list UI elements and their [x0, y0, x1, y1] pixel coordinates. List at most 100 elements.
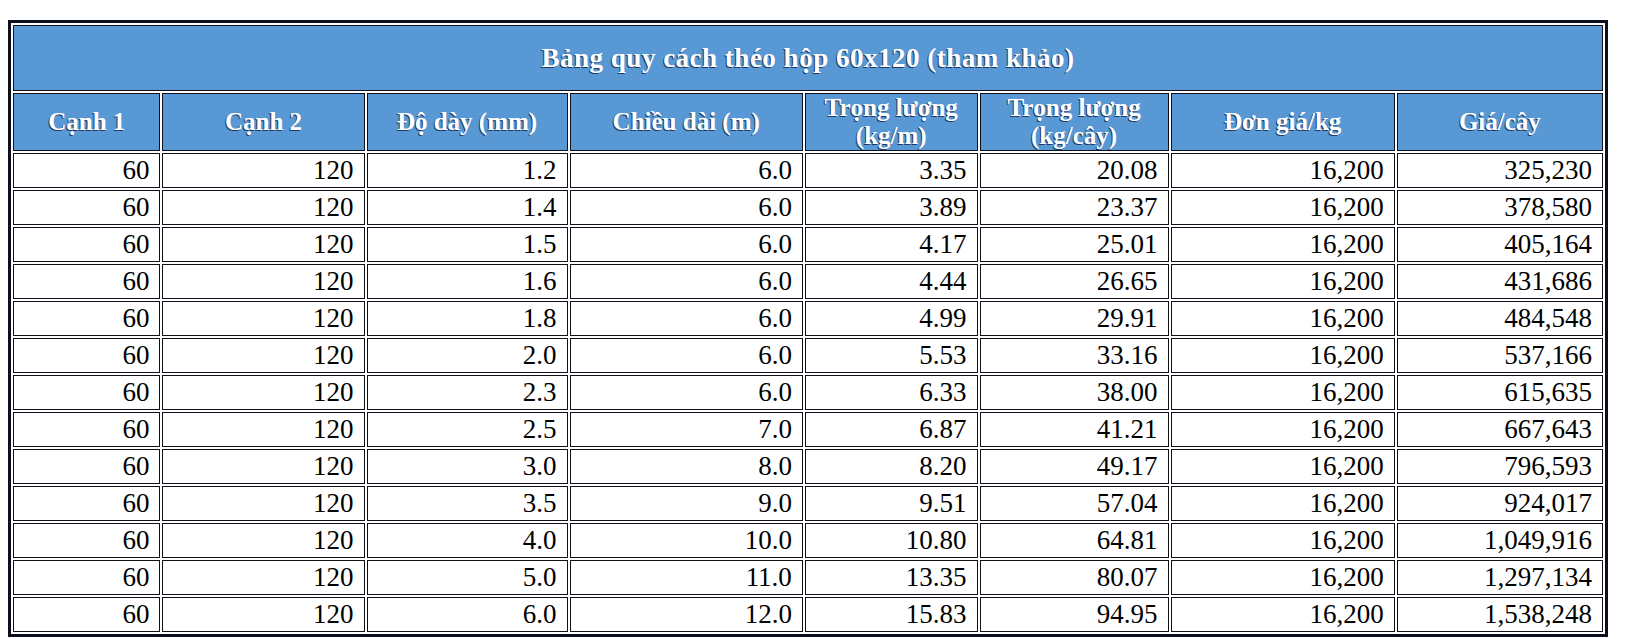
cell: 10.80 — [805, 523, 978, 558]
cell: 16,200 — [1171, 523, 1395, 558]
cell: 16,200 — [1171, 597, 1395, 632]
column-header-canh1: Cạnh 1 — [13, 93, 160, 151]
cell: 7.0 — [570, 412, 803, 447]
cell: 3.89 — [805, 190, 978, 225]
cell: 11.0 — [570, 560, 803, 595]
table-row: 601205.011.013.3580.0716,2001,297,134 — [13, 560, 1603, 595]
cell: 5.0 — [367, 560, 568, 595]
column-header-chieu-dai: Chiều dài (m) — [570, 93, 803, 151]
cell: 6.0 — [570, 190, 803, 225]
cell: 6.0 — [570, 264, 803, 299]
cell: 120 — [162, 523, 364, 558]
cell: 120 — [162, 412, 364, 447]
cell: 1.4 — [367, 190, 568, 225]
cell: 16,200 — [1171, 338, 1395, 373]
cell: 13.35 — [805, 560, 978, 595]
cell: 5.53 — [805, 338, 978, 373]
cell: 120 — [162, 375, 364, 410]
cell: 60 — [13, 301, 160, 336]
cell: 9.0 — [570, 486, 803, 521]
table-row: 601202.36.06.3338.0016,200615,635 — [13, 375, 1603, 410]
cell: 12.0 — [570, 597, 803, 632]
table-row: 601201.56.04.1725.0116,200405,164 — [13, 227, 1603, 262]
cell: 1.2 — [367, 153, 568, 188]
cell: 431,686 — [1397, 264, 1603, 299]
cell: 60 — [13, 375, 160, 410]
column-header-gia-cay: Giá/cây — [1397, 93, 1603, 151]
cell: 16,200 — [1171, 153, 1395, 188]
cell: 1.6 — [367, 264, 568, 299]
table-row: 601202.57.06.8741.2116,200667,643 — [13, 412, 1603, 447]
cell: 16,200 — [1171, 486, 1395, 521]
cell: 120 — [162, 301, 364, 336]
cell: 120 — [162, 597, 364, 632]
table-title: Bảng quy cách théo hộp 60x120 (tham khảo… — [13, 25, 1603, 91]
cell: 29.91 — [980, 301, 1169, 336]
cell: 120 — [162, 227, 364, 262]
cell: 6.0 — [570, 338, 803, 373]
cell: 16,200 — [1171, 227, 1395, 262]
cell: 41.21 — [980, 412, 1169, 447]
table-row: 601201.66.04.4426.6516,200431,686 — [13, 264, 1603, 299]
column-header-do-day: Độ dày (mm) — [367, 93, 568, 151]
cell: 10.0 — [570, 523, 803, 558]
cell: 796,593 — [1397, 449, 1603, 484]
cell: 3.5 — [367, 486, 568, 521]
cell: 2.0 — [367, 338, 568, 373]
cell: 6.0 — [367, 597, 568, 632]
table-row: 601206.012.015.8394.9516,2001,538,248 — [13, 597, 1603, 632]
cell: 3.0 — [367, 449, 568, 484]
cell: 16,200 — [1171, 375, 1395, 410]
cell: 8.20 — [805, 449, 978, 484]
cell: 60 — [13, 412, 160, 447]
column-header-trong-luong-kg-m: Trọng lượng (kg/m) — [805, 93, 978, 151]
cell: 6.87 — [805, 412, 978, 447]
cell: 1,049,916 — [1397, 523, 1603, 558]
cell: 4.99 — [805, 301, 978, 336]
cell: 80.07 — [980, 560, 1169, 595]
column-header-canh2: Cạnh 2 — [162, 93, 364, 151]
title-row: Bảng quy cách théo hộp 60x120 (tham khảo… — [13, 25, 1603, 91]
cell: 16,200 — [1171, 190, 1395, 225]
cell: 64.81 — [980, 523, 1169, 558]
cell: 1.5 — [367, 227, 568, 262]
cell: 6.0 — [570, 227, 803, 262]
cell: 38.00 — [980, 375, 1169, 410]
table-row: 601202.06.05.5333.1616,200537,166 — [13, 338, 1603, 373]
cell: 57.04 — [980, 486, 1169, 521]
cell: 20.08 — [980, 153, 1169, 188]
cell: 60 — [13, 523, 160, 558]
cell: 60 — [13, 264, 160, 299]
cell: 6.0 — [570, 375, 803, 410]
table-head: Bảng quy cách théo hộp 60x120 (tham khảo… — [13, 25, 1603, 151]
cell: 15.83 — [805, 597, 978, 632]
cell: 6.0 — [570, 153, 803, 188]
cell: 484,548 — [1397, 301, 1603, 336]
table-row: 601201.26.03.3520.0816,200325,230 — [13, 153, 1603, 188]
spec-table: Bảng quy cách théo hộp 60x120 (tham khảo… — [11, 23, 1605, 634]
cell: 667,643 — [1397, 412, 1603, 447]
table-row: 601203.08.08.2049.1716,200796,593 — [13, 449, 1603, 484]
cell: 60 — [13, 338, 160, 373]
cell: 94.95 — [980, 597, 1169, 632]
table-body: 601201.26.03.3520.0816,200325,230601201.… — [13, 153, 1603, 632]
cell: 537,166 — [1397, 338, 1603, 373]
cell: 1,538,248 — [1397, 597, 1603, 632]
cell: 120 — [162, 449, 364, 484]
cell: 16,200 — [1171, 301, 1395, 336]
column-header-don-gia-kg: Đơn giá/kg — [1171, 93, 1395, 151]
cell: 6.0 — [570, 301, 803, 336]
column-header-trong-luong-kg-cay: Trọng lượng (kg/cây) — [980, 93, 1169, 151]
cell: 378,580 — [1397, 190, 1603, 225]
cell: 120 — [162, 560, 364, 595]
cell: 4.17 — [805, 227, 978, 262]
cell: 2.5 — [367, 412, 568, 447]
cell: 26.65 — [980, 264, 1169, 299]
cell: 23.37 — [980, 190, 1169, 225]
cell: 33.16 — [980, 338, 1169, 373]
cell: 16,200 — [1171, 449, 1395, 484]
cell: 4.44 — [805, 264, 978, 299]
table-container: Bảng quy cách théo hộp 60x120 (tham khảo… — [8, 20, 1608, 637]
cell: 4.0 — [367, 523, 568, 558]
cell: 120 — [162, 190, 364, 225]
